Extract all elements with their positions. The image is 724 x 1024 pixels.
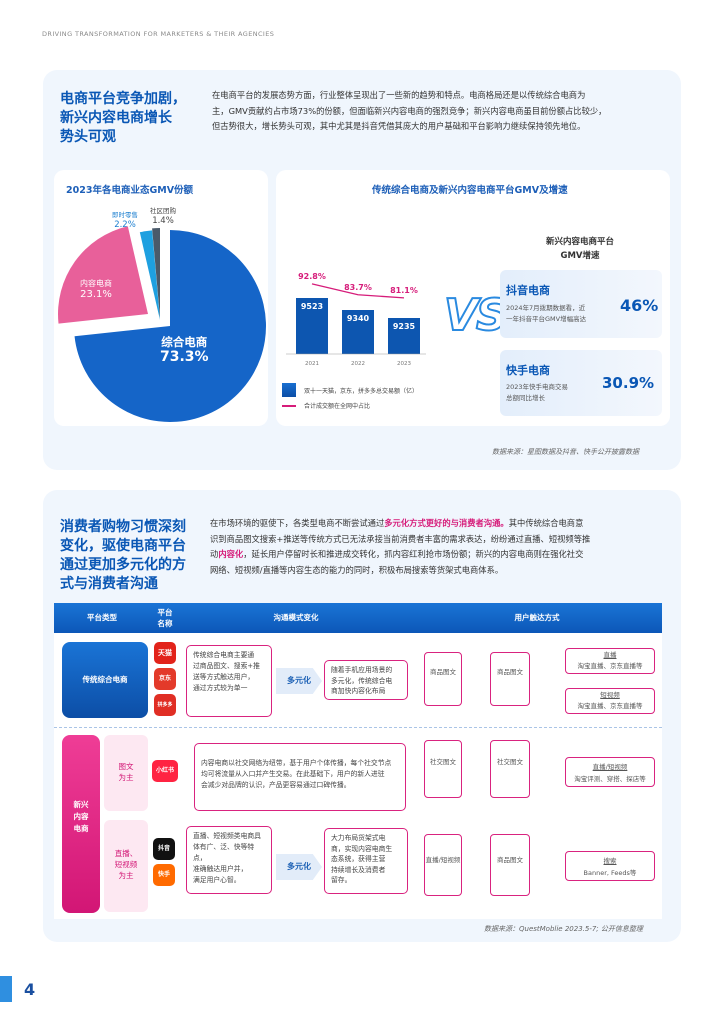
row2-result: 大力布局货架式电 商，实现内容电商生 态系统，获得主营 持续增长及消费者 留存。 bbox=[324, 828, 408, 894]
pie-label-neirong: 内容电商 23.1% bbox=[80, 279, 112, 300]
pie-slice-2 bbox=[139, 230, 160, 320]
section1-title: 电商平台竞争加剧， 新兴内容电商增长 势头可观 bbox=[60, 91, 186, 145]
bar-year-2: 2023 bbox=[397, 361, 411, 367]
douyin-value: 46% bbox=[620, 296, 659, 315]
th-comm-change: 沟通模式变化 bbox=[273, 613, 319, 622]
row2-reach-c2: 搜索 Banner, Feeds等 bbox=[565, 851, 655, 881]
douyin-name: 抖音电商 bbox=[506, 284, 550, 297]
th-user-reach: 用户触达方式 bbox=[514, 613, 560, 622]
row1-reach-a: 商品图文 bbox=[424, 652, 462, 706]
row1-reach-b: 商品图文 bbox=[490, 652, 530, 706]
row1-reach-c2: 短视频 淘宝直播、京东直播等 bbox=[565, 688, 655, 714]
kuaishou-value: 30.9% bbox=[602, 374, 655, 392]
row2-reach-c1: 直播/短视频 淘宝评测、穿搭、探店等 bbox=[565, 757, 655, 787]
pct-label-2: 81.1% bbox=[390, 286, 418, 295]
section2-source: 数据来源：QuestMoblie 2023.5-7; 公开信息整理 bbox=[484, 925, 643, 933]
legend-line-label: 合计成交额在全网中占比 bbox=[304, 403, 371, 410]
th-platform-type: 平台类型 bbox=[87, 613, 117, 622]
bar-label-1: 9340 bbox=[347, 314, 370, 323]
row1-reach-c1: 直播 淘宝直播、京东直播等 bbox=[565, 648, 655, 674]
pie-slice-3 bbox=[152, 228, 160, 318]
section1-source: 数据来源：星图数据及抖音、快手公开披露数据 bbox=[492, 448, 639, 456]
row1-arrow: 多元化 bbox=[276, 668, 322, 694]
kuaishou-box bbox=[500, 350, 662, 416]
pie-title: 2023年各电商业态GMV份额 bbox=[66, 185, 194, 196]
legend-line-swatch bbox=[282, 405, 296, 407]
douyin-desc: 2024年7月拨期数据看，近 一年抖音平台GMV增幅高达 bbox=[506, 304, 587, 323]
bar-1 bbox=[342, 310, 374, 354]
legend-bar-label: 双十一天猫，京东，拼多多总交易额（亿） bbox=[304, 388, 419, 395]
pie-slice-0 bbox=[74, 230, 266, 422]
row2-reach-b2: 商品图文 bbox=[490, 834, 530, 896]
row1-desc: 传统综合电商主要通 过商品图文、搜索+推 送等方式触达用户， 通过方式较为单一 bbox=[186, 645, 272, 717]
row1-result: 随着手机应用场景的 多元化，传统综合电 商加快内容化布局 bbox=[324, 660, 408, 700]
row2-desc2: 直播、短视频类电商具 体有广、泛、快等特点， 准确触达用户并， 满足用户心智。 bbox=[186, 826, 272, 894]
row2-desc1: 内容电商以社交网络为纽带，基于用户个体传播，每个社交节点 均可将流量从入口并产生交… bbox=[194, 743, 406, 811]
pct-label-0: 92.8% bbox=[298, 272, 326, 281]
kuaishou-name: 快手电商 bbox=[506, 364, 550, 377]
jd-logo: 京东 bbox=[154, 668, 176, 690]
page-number: 4 bbox=[24, 980, 36, 999]
sub-live-video: 直播、 短视频 为主 bbox=[104, 820, 148, 912]
bar-label-2: 9235 bbox=[393, 322, 416, 331]
bar-chart: 9523 2021 92.8% 9340 2022 83.7% 9235 2023 81.1% bbox=[286, 272, 426, 367]
pie-label-shequ: 社区团购 1.4% bbox=[150, 207, 176, 226]
row-traditional-type: 传统综合电商 bbox=[62, 642, 148, 718]
pct-line bbox=[311, 283, 405, 299]
sub-image-text: 图文 为主 bbox=[104, 735, 148, 811]
pie-slice-1 bbox=[58, 226, 148, 324]
pct-label-1: 83.7% bbox=[344, 283, 372, 292]
section2-title: 消费者购物习惯深刻 变化，驱使电商平台 通过更加多元化的方 式与消费者沟通 bbox=[60, 519, 186, 592]
section2-paragraph: 在市场环境的驱使下，各类型电商不断尝试通过多元化方式更好的与消费者沟通。其中传统… bbox=[210, 518, 591, 575]
pie-label-jishi: 即时零售 2.2% bbox=[112, 211, 138, 230]
vs-mark: VS bbox=[443, 289, 509, 342]
growth-title: 新兴内容电商平台 GMV增速 bbox=[545, 237, 614, 261]
pdd-logo: 拼多多 bbox=[154, 694, 176, 716]
kuaishou-desc: 2023年快手电商交易 总额同比增长 bbox=[506, 383, 569, 402]
table-header: 平台类型 平台 名称 沟通模式变化 用户触达方式 bbox=[54, 603, 662, 633]
page-marker bbox=[0, 976, 12, 1002]
legend-bar-swatch bbox=[282, 383, 296, 397]
pie-label-zonghe: 综合电商 73.3% bbox=[160, 335, 209, 365]
bar-label-0: 9523 bbox=[301, 302, 323, 311]
row-divider bbox=[54, 727, 662, 728]
kuaishou-logo: 快手 bbox=[153, 864, 175, 886]
douyin-logo: 抖音 bbox=[153, 838, 175, 860]
th-platform-name: 平台 名称 bbox=[157, 608, 173, 628]
bar-year-0: 2021 bbox=[305, 361, 319, 367]
bar-year-1: 2022 bbox=[351, 361, 365, 367]
row2-reach-b1: 社交图文 bbox=[490, 740, 530, 798]
bar-2 bbox=[388, 318, 420, 354]
xiaohongshu-logo: 小红书 bbox=[152, 760, 178, 782]
section1-paragraph: 在电商平台的发展态势方面，行业整体呈现出了一些新的趋势和特点。电商格局还是以传统… bbox=[212, 90, 607, 131]
douyin-box bbox=[500, 270, 662, 338]
row2-reach-a1: 社交图文 bbox=[424, 740, 462, 798]
bar-0 bbox=[296, 298, 328, 354]
bar-title: 传统综合电商及新兴内容电商平台GMV及增速 bbox=[372, 185, 568, 196]
pie-chart bbox=[58, 226, 266, 422]
row2-reach-a2: 直播/短视频 bbox=[424, 834, 462, 896]
page-header: DRIVING TRANSFORMATION FOR MARKETERS & T… bbox=[42, 30, 275, 38]
row-emerging-type: 新兴 内容 电商 bbox=[62, 735, 100, 913]
tmall-logo: 天猫 bbox=[154, 642, 176, 664]
row2-arrow: 多元化 bbox=[276, 854, 322, 880]
